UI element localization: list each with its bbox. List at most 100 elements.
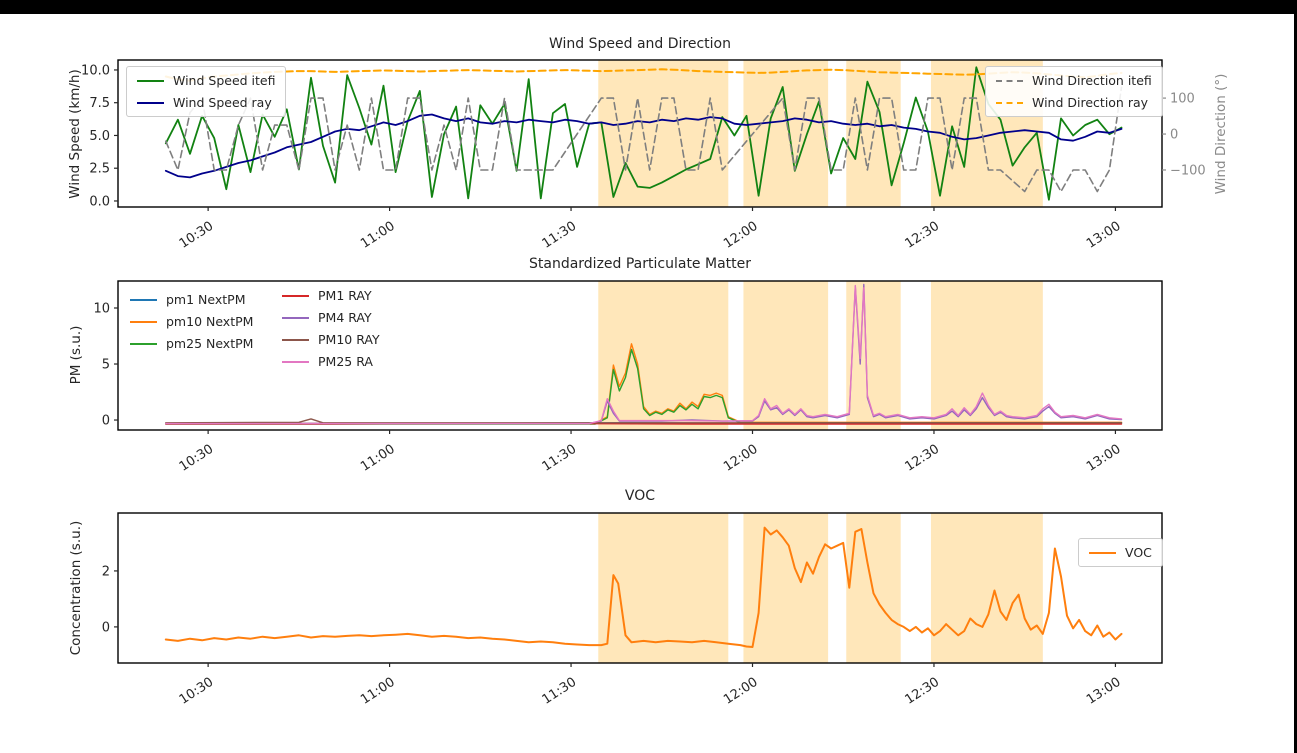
legend-line-swatch (996, 79, 1023, 82)
wind-speed-legend: Wind Speed itefi Wind Speed ray (126, 66, 287, 117)
plot-frame (117, 512, 1163, 664)
legend-label: PM1 RAY (318, 288, 372, 303)
x-tick-label: 10:30 (177, 675, 217, 708)
pm-legend-col1: pm1 NextPM pm10 NextPM pm25 NextPM (130, 290, 253, 353)
highlight-band (930, 281, 1043, 430)
x-tick-label: 13:00 (1084, 219, 1124, 252)
x-tick-label: 13:00 (1084, 675, 1124, 708)
y-tick-label: 0 (102, 414, 110, 429)
y-tick-label: 10.0 (81, 63, 110, 78)
legend-label: Wind Speed itefi (173, 73, 276, 88)
legend-item: PM10 RAY (282, 332, 380, 347)
legend-line-swatch (130, 320, 157, 323)
legend-line-swatch (130, 342, 157, 345)
legend-label: Wind Direction ray (1032, 95, 1149, 110)
y-tick-label: 5.0 (89, 129, 110, 144)
series-wind-speed-itefi (164, 66, 1123, 201)
voc-axis-label: Concentration (s.u.) (68, 520, 84, 656)
series-pm25-ra (165, 284, 1123, 425)
legend-line-swatch (130, 298, 157, 301)
x-tick-label: 12:00 (721, 219, 761, 252)
highlight-band (598, 281, 729, 430)
legend-item: PM25 RA (282, 354, 380, 369)
x-tick-label: 12:30 (903, 675, 943, 708)
series-voc (164, 526, 1123, 648)
wind-direction-axis-label: Wind Direction (°) (1213, 73, 1229, 195)
pm-chart-title: Standardized Particulate Matter (528, 256, 752, 272)
legend-line-swatch (137, 79, 164, 82)
y-tick-right-label: 0 (1170, 128, 1178, 143)
legend-item: PM1 RAY (282, 288, 380, 303)
x-tick-label: 11:00 (358, 675, 398, 708)
series-wind-speed-ray (164, 113, 1123, 179)
legend-label: pm10 NextPM (166, 314, 254, 329)
top-black-bar (0, 0, 1297, 14)
legend-line-swatch (282, 294, 309, 297)
y-tick-label: 7.5 (89, 96, 110, 111)
voc-legend: VOC (1078, 538, 1163, 567)
highlight-band (743, 281, 829, 430)
legend-label: pm1 NextPM (166, 292, 246, 307)
legend-line-swatch (996, 101, 1023, 104)
legend-label: PM25 RA (318, 354, 373, 369)
voc-chart-title: VOC (624, 488, 656, 504)
y-tick-label: 2.5 (89, 162, 110, 177)
y-tick-label: 2 (102, 564, 110, 579)
highlight-band (743, 513, 829, 663)
plot-frame (117, 280, 1163, 431)
highlight-band (846, 281, 901, 430)
wind-direction-legend: Wind Direction itefi Wind Direction ray (985, 66, 1163, 117)
legend-line-swatch (1089, 551, 1116, 554)
series-wind-direction-ray (164, 68, 1123, 82)
x-tick-label: 12:00 (721, 675, 761, 708)
x-tick-label: 11:30 (540, 675, 580, 708)
x-tick-label: 10:30 (177, 442, 217, 475)
y-tick-label: 10 (93, 301, 110, 316)
highlight-band (598, 513, 729, 663)
legend-item: pm25 NextPM (130, 336, 253, 351)
y-tick-label: 0 (102, 620, 110, 635)
x-tick-label: 10:30 (177, 219, 217, 252)
x-tick-label: 12:30 (903, 442, 943, 475)
wind-chart-title: Wind Speed and Direction (548, 36, 732, 52)
series-wind-direction-itefi (165, 86, 1123, 193)
legend-item: Wind Direction itefi (996, 73, 1152, 88)
legend-item: Wind Direction ray (996, 95, 1152, 110)
legend-label: VOC (1125, 545, 1152, 560)
legend-item: pm10 NextPM (130, 314, 253, 329)
legend-line-swatch (282, 316, 309, 319)
highlight-band (743, 60, 829, 207)
legend-label: PM4 RAY (318, 310, 372, 325)
legend-label: Wind Direction itefi (1032, 73, 1152, 88)
legend-item: Wind Speed ray (137, 95, 275, 110)
y-tick-label: 0.0 (89, 194, 110, 209)
y-tick-right-label: 100 (1170, 92, 1195, 107)
pm-legend-col2: PM1 RAY PM4 RAY PM10 RAY PM25 RA (282, 286, 380, 371)
x-tick-label: 11:30 (540, 219, 580, 252)
x-tick-label: 11:00 (358, 442, 398, 475)
legend-item: pm1 NextPM (130, 292, 253, 307)
legend-line-swatch (137, 101, 164, 104)
x-tick-label: 11:00 (358, 219, 398, 252)
series-pm10-ray (165, 418, 1123, 424)
legend-label: PM10 RAY (318, 332, 380, 347)
legend-item: VOC (1089, 545, 1152, 560)
y-tick-label: 5 (102, 358, 110, 373)
series-pm25-nextpm (165, 348, 1123, 425)
x-tick-label: 12:30 (903, 219, 943, 252)
x-tick-label: 12:00 (721, 442, 761, 475)
x-tick-label: 13:00 (1084, 442, 1124, 475)
x-tick-label: 11:30 (540, 442, 580, 475)
legend-item: PM4 RAY (282, 310, 380, 325)
legend-line-swatch (282, 338, 309, 341)
right-black-bar (1294, 0, 1297, 753)
legend-label: Wind Speed ray (173, 95, 272, 110)
legend-label: pm25 NextPM (166, 336, 254, 351)
y-tick-right-label: −100 (1170, 163, 1206, 178)
legend-item: Wind Speed itefi (137, 73, 275, 88)
legend-line-swatch (282, 360, 309, 363)
wind-speed-axis-label: Wind Speed (km/h) (67, 69, 83, 199)
pm-axis-label: PM (s.u.) (68, 325, 84, 385)
